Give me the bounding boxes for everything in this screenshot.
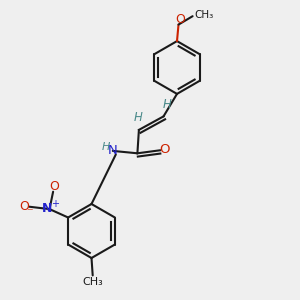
Text: CH₃: CH₃ bbox=[82, 277, 103, 287]
Text: H: H bbox=[163, 98, 172, 111]
Text: ⁻: ⁻ bbox=[26, 206, 32, 219]
Text: CH₃: CH₃ bbox=[194, 10, 213, 20]
Text: +: + bbox=[51, 199, 59, 209]
Text: N: N bbox=[108, 144, 118, 157]
Text: O: O bbox=[160, 143, 170, 156]
Text: O: O bbox=[50, 180, 59, 193]
Text: N: N bbox=[42, 202, 52, 215]
Text: O: O bbox=[175, 13, 185, 26]
Text: H: H bbox=[134, 112, 142, 124]
Text: H: H bbox=[102, 142, 110, 152]
Text: O: O bbox=[19, 200, 29, 213]
